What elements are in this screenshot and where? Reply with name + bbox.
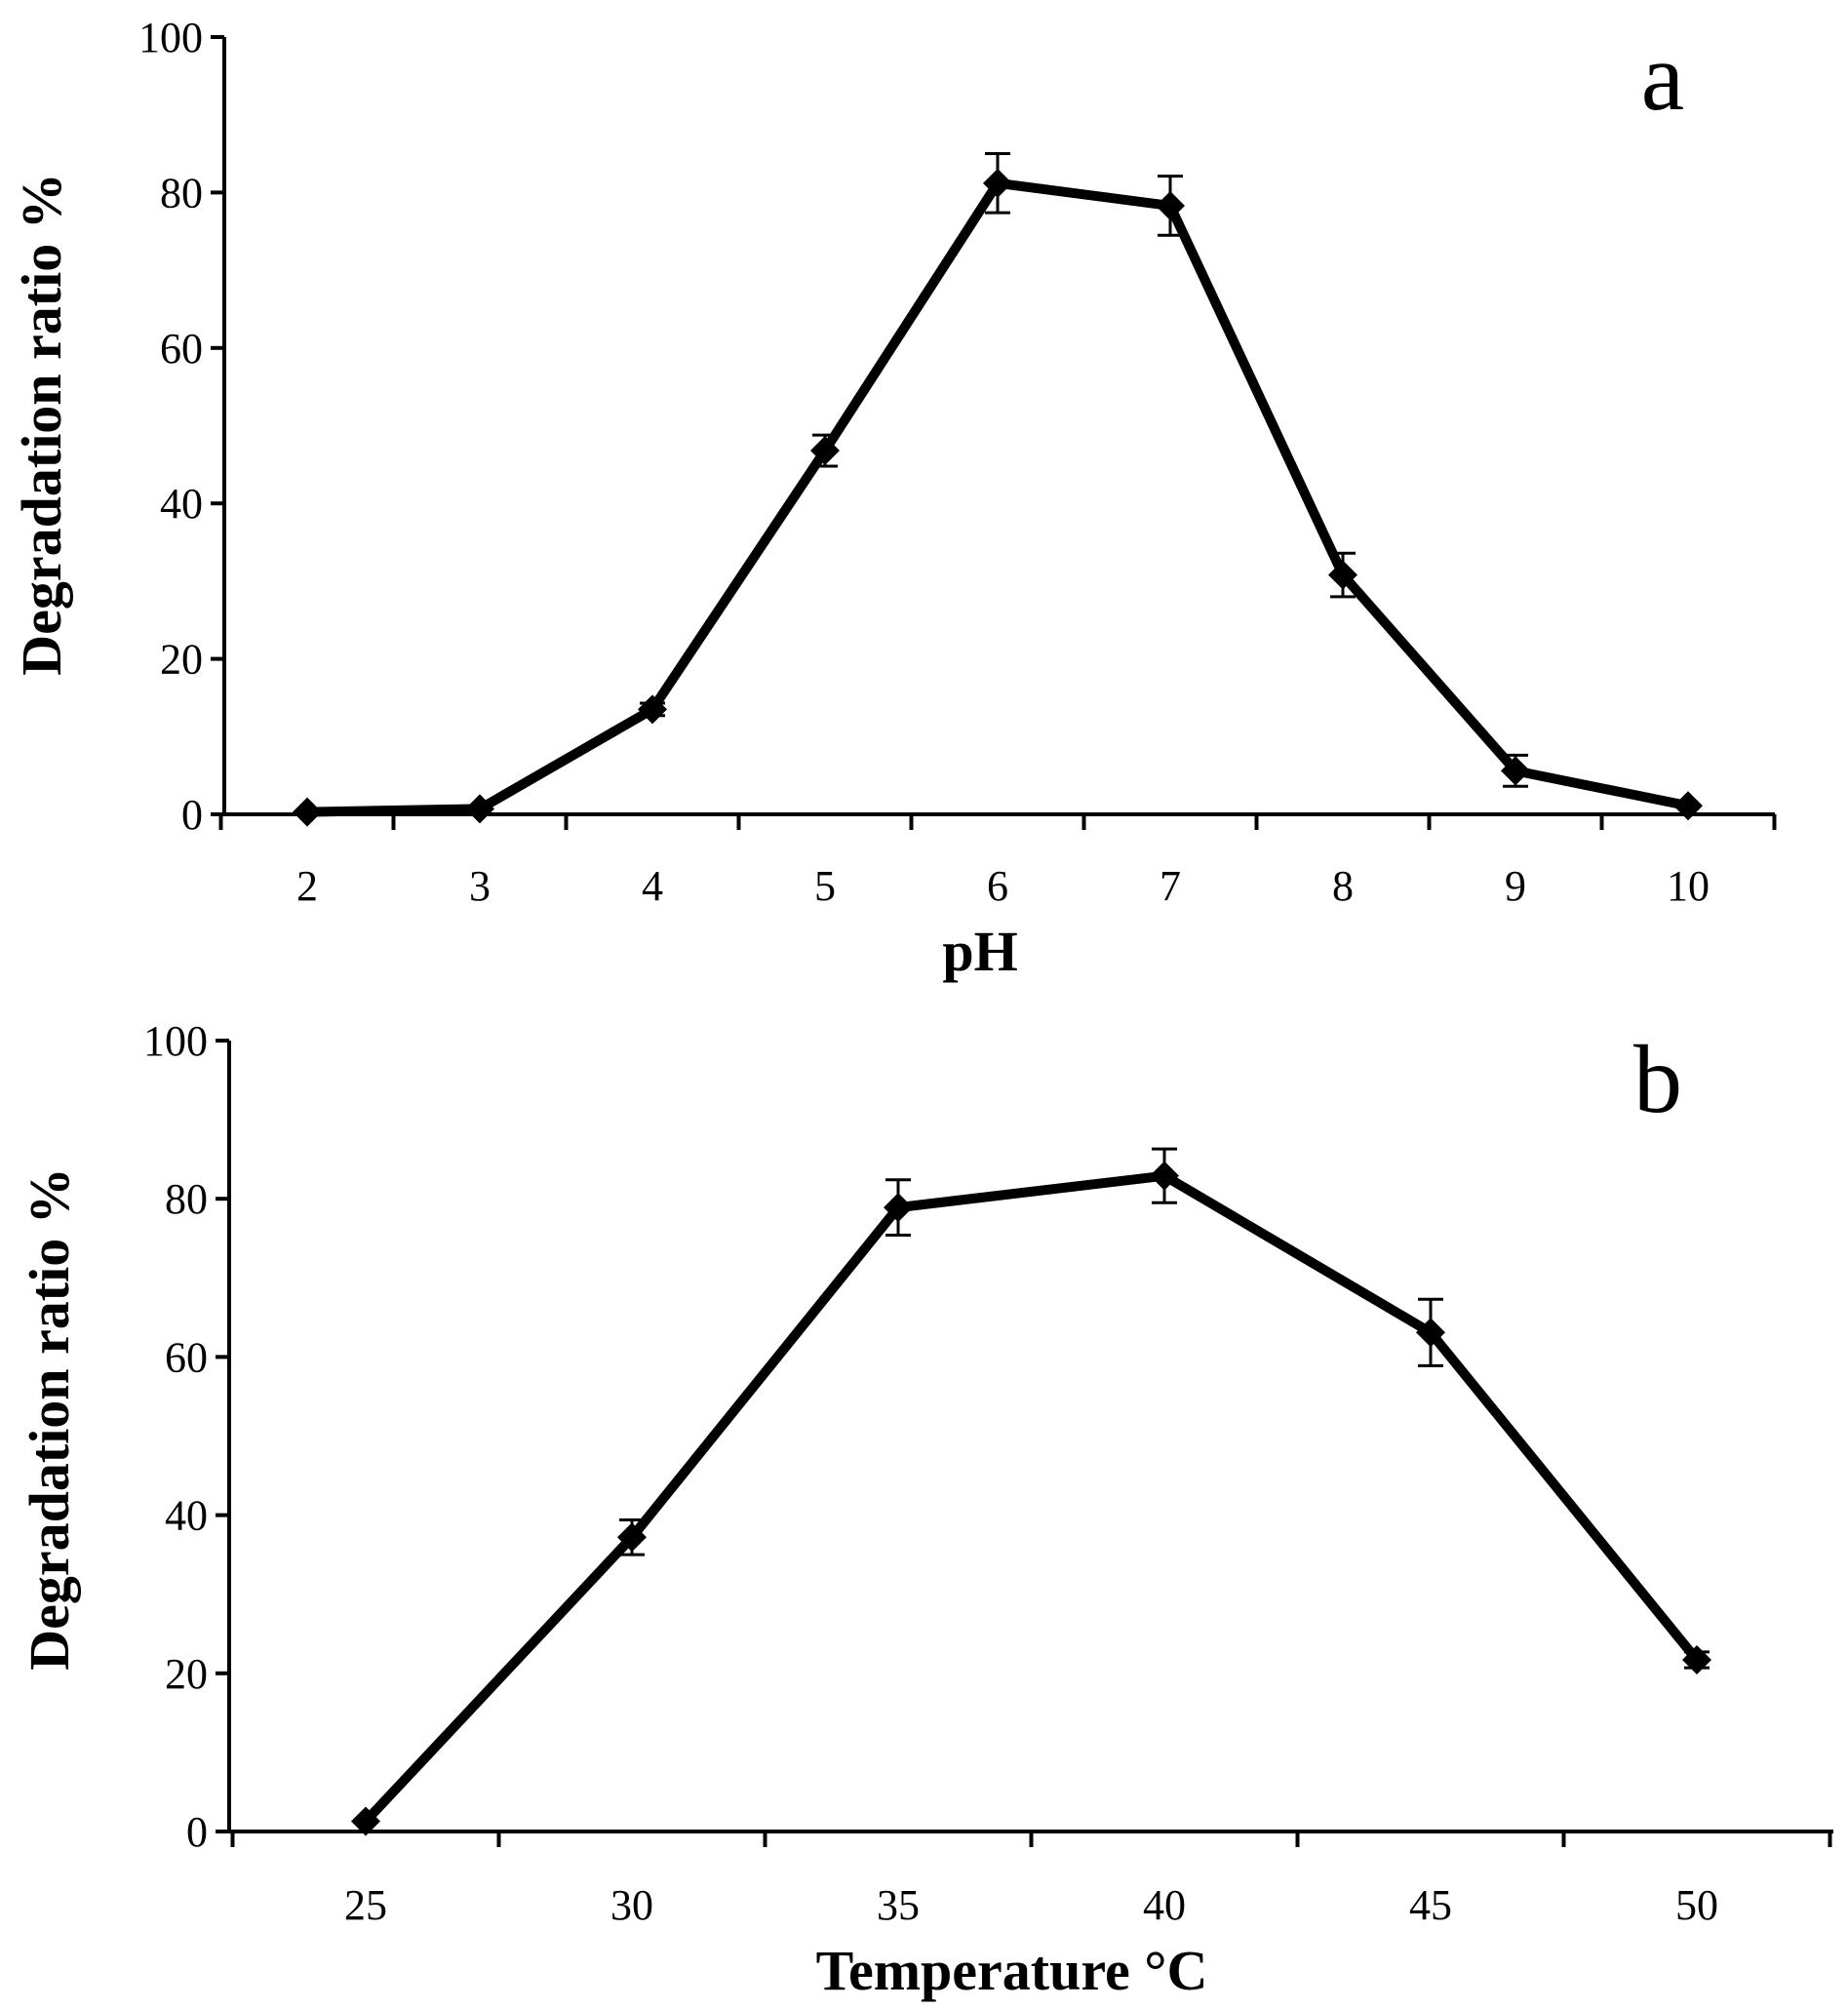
panel-label: a: [1641, 22, 1684, 131]
y-tick-label: 80: [160, 169, 203, 217]
panel-a-chart: 0 20 40 60 80 100 2 3 4 5 6 7 8 9 10 Degradation ratio …: [10, 14, 1777, 983]
data-point-marker: [351, 1806, 380, 1836]
x-tick-label: 7: [1160, 862, 1181, 910]
panel-label: b: [1633, 1025, 1682, 1133]
data-point-marker: [293, 797, 322, 827]
x-tick-label: 6: [987, 862, 1008, 910]
data-point-marker: [1416, 1318, 1445, 1348]
panel-b-chart: 0 20 40 60 80 100 25 30 35 40 45 50 Degradation rati…: [18, 1017, 1833, 2002]
x-tick-label: 40: [1143, 1881, 1186, 1929]
y-tick-label: 20: [165, 1650, 208, 1698]
data-point-marker: [617, 1522, 647, 1553]
y-tick-label: 80: [165, 1175, 208, 1223]
x-tick-label: 10: [1667, 862, 1710, 910]
data-point-marker: [465, 794, 494, 824]
y-tick-label: 60: [165, 1333, 208, 1381]
data-point-marker: [638, 694, 667, 725]
y-tick-label: 40: [160, 480, 203, 528]
data-point-marker: [810, 436, 840, 466]
data-point-marker: [1673, 791, 1703, 821]
y-axis-title: Degradation ratio %: [10, 173, 73, 676]
y-tick-label: 100: [143, 1017, 208, 1065]
data-point-marker: [983, 168, 1012, 198]
x-tick-label: 45: [1409, 1881, 1452, 1929]
series-line: [306, 177, 1689, 817]
x-tick-label: 3: [469, 862, 491, 910]
y-tick-label: 40: [165, 1492, 208, 1540]
data-point-marker: [1156, 190, 1185, 220]
y-tick-label: 20: [160, 636, 203, 684]
data-point-marker: [884, 1193, 913, 1223]
data-point-marker: [1501, 756, 1530, 786]
x-tick-label: 8: [1332, 862, 1354, 910]
data-point-marker: [1682, 1645, 1711, 1675]
x-tick-label: 50: [1675, 1881, 1718, 1929]
data-point-marker: [1150, 1161, 1179, 1191]
y-tick-label: 60: [160, 325, 203, 373]
x-tick-label: 9: [1505, 862, 1526, 910]
x-tick-label: 35: [877, 1881, 920, 1929]
x-tick-label: 5: [814, 862, 836, 910]
y-axis-title: Degradation ratio %: [18, 1167, 81, 1671]
x-tick-label: 25: [344, 1881, 387, 1929]
x-tick-label: 4: [642, 862, 663, 910]
series-line: [362, 1170, 1701, 1825]
x-axis-title: pH: [942, 920, 1017, 983]
y-tick-label: 0: [186, 1808, 208, 1856]
x-tick-label: 30: [610, 1881, 653, 1929]
x-tick-label: 2: [296, 862, 318, 910]
x-axis-title: Temperature °C: [816, 1939, 1208, 2002]
y-tick-label: 0: [181, 791, 203, 839]
data-point-marker: [1328, 560, 1357, 590]
y-tick-label: 100: [138, 14, 203, 61]
